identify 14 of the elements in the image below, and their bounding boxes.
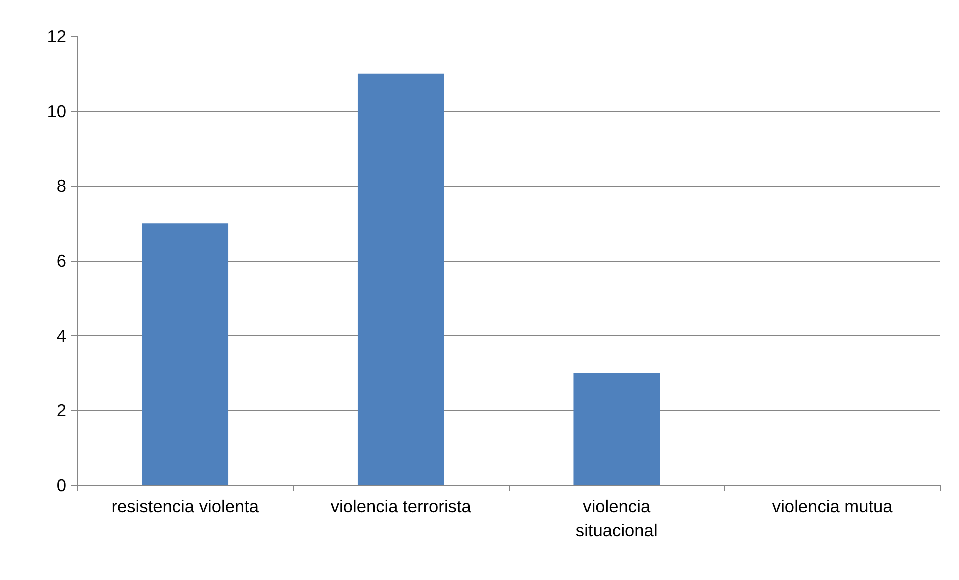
x-tick-label: violencia terrorista (330, 496, 472, 516)
y-tick-label: 8 (56, 176, 67, 196)
x-tick-label: resistencia violenta (112, 496, 260, 516)
y-tick-label: 12 (47, 26, 67, 46)
bar (358, 74, 444, 486)
x-tick-label: violencia mutua (772, 496, 894, 516)
y-tick-label: 4 (56, 326, 67, 346)
x-tick-label: violencia situacional (576, 496, 658, 540)
bar (142, 224, 229, 486)
bar (574, 373, 660, 486)
y-tick-label: 2 (56, 400, 67, 421)
y-tick-label: 10 (47, 101, 67, 122)
y-tick-label: 6 (56, 251, 67, 271)
y-tick-label: 0 (56, 476, 67, 496)
